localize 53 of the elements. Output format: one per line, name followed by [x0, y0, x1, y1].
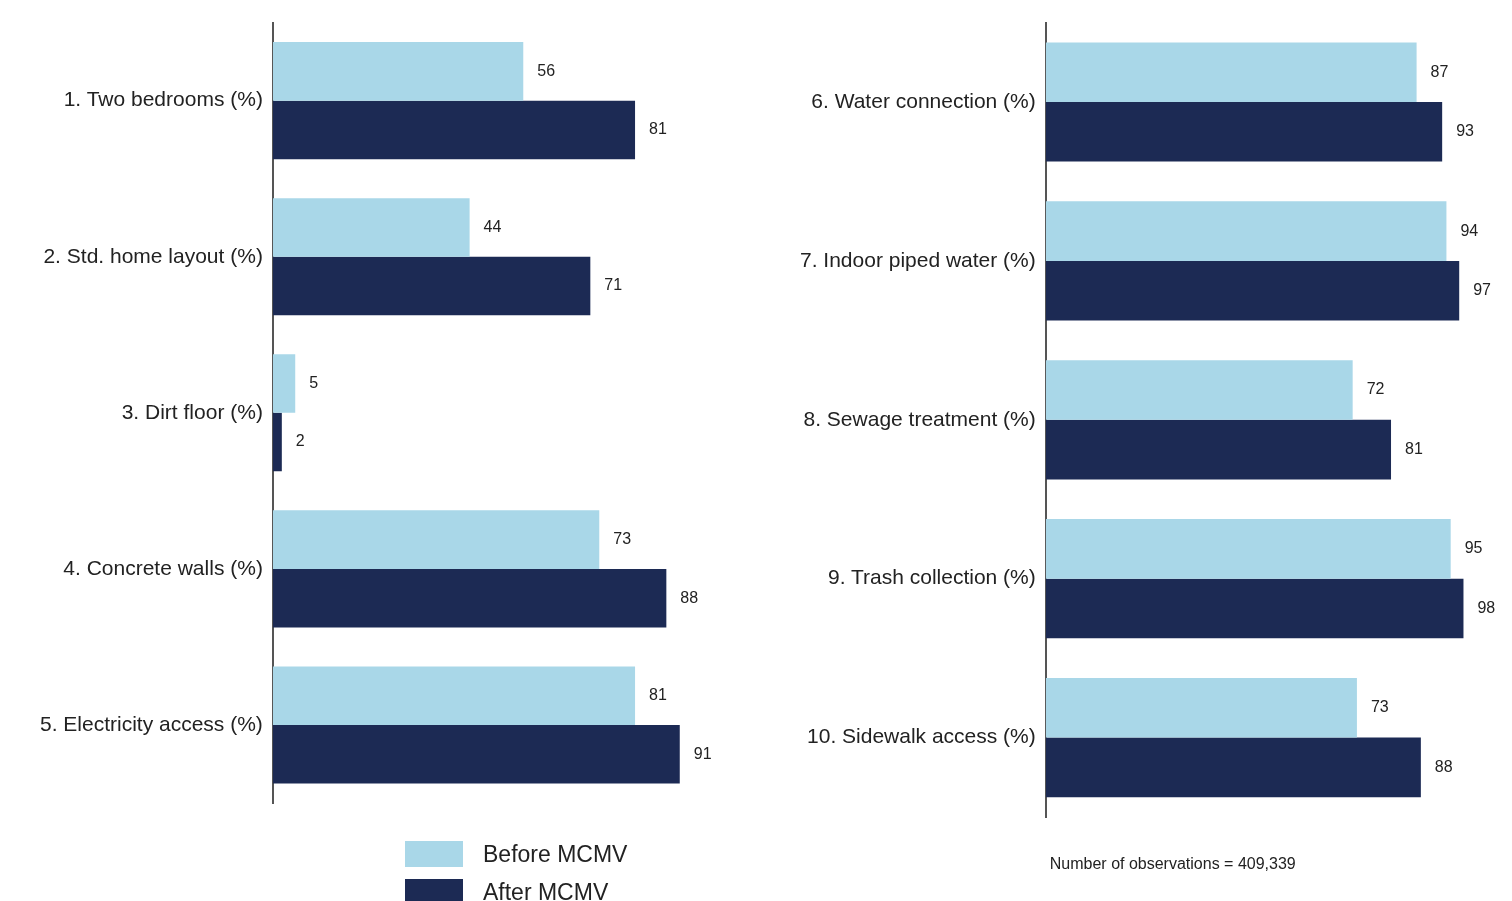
data-label: 81 — [649, 686, 667, 704]
bar — [272, 42, 524, 101]
bar — [1045, 42, 1417, 103]
y-tick-label: 4. Concrete walls (%) — [63, 555, 263, 579]
bar — [272, 354, 296, 413]
data-label: 93 — [1456, 122, 1475, 140]
bar — [1045, 102, 1443, 162]
data-label: 5 — [309, 373, 319, 391]
y-tick-label: 8. Sewage treatment (%) — [803, 406, 1036, 430]
bar — [1045, 201, 1447, 261]
data-label: 98 — [1477, 598, 1496, 616]
data-label: 81 — [1405, 440, 1423, 457]
bar — [1045, 419, 1392, 480]
bar — [1045, 360, 1353, 420]
y-tick-label: 7. Indoor piped water (%) — [799, 247, 1036, 271]
data-label: 95 — [1464, 539, 1483, 557]
data-label: 44 — [483, 217, 502, 235]
data-label: 94 — [1460, 221, 1479, 239]
bar — [1045, 677, 1357, 738]
bar — [1045, 260, 1460, 321]
bar — [1045, 737, 1421, 798]
text: Number of observations = 409,339 — [1049, 855, 1296, 873]
bar — [1045, 578, 1464, 639]
data-label: 91 — [693, 744, 712, 762]
bar — [272, 198, 470, 257]
data-label: 56 — [537, 61, 556, 79]
bar — [272, 510, 600, 569]
data-label: 71 — [604, 276, 623, 294]
bar — [272, 724, 680, 784]
data-label: 73 — [1370, 698, 1389, 716]
y-tick-label: 6. Water connection (%) — [811, 88, 1036, 112]
data-label: 81 — [649, 120, 667, 138]
y-tick-label: 3. Dirt floor (%) — [121, 399, 263, 423]
data-label: 2 — [295, 432, 305, 450]
data-label: 97 — [1473, 281, 1492, 299]
data-label: 87 — [1430, 62, 1449, 80]
y-tick-label: 1. Two bedrooms (%) — [63, 87, 263, 111]
bar — [272, 568, 667, 628]
bar — [272, 666, 636, 725]
y-tick-label: 2. Std. home layout (%) — [43, 243, 263, 267]
bar — [272, 412, 282, 472]
data-label: 88 — [680, 588, 699, 606]
y-tick-label: 9. Trash collection (%) — [828, 565, 1036, 589]
y-tick-label: 10. Sidewalk access (%) — [807, 724, 1036, 748]
data-label: 88 — [1434, 757, 1453, 775]
data-label: 72 — [1366, 380, 1385, 398]
legend-label: After MCMV — [483, 878, 609, 901]
bar — [1045, 519, 1451, 579]
data-label: 73 — [613, 530, 632, 548]
bar — [272, 256, 591, 316]
y-tick-label: 5. Electricity access (%) — [39, 711, 263, 735]
bar — [272, 100, 636, 160]
legend-label: Before MCMV — [483, 840, 628, 868]
